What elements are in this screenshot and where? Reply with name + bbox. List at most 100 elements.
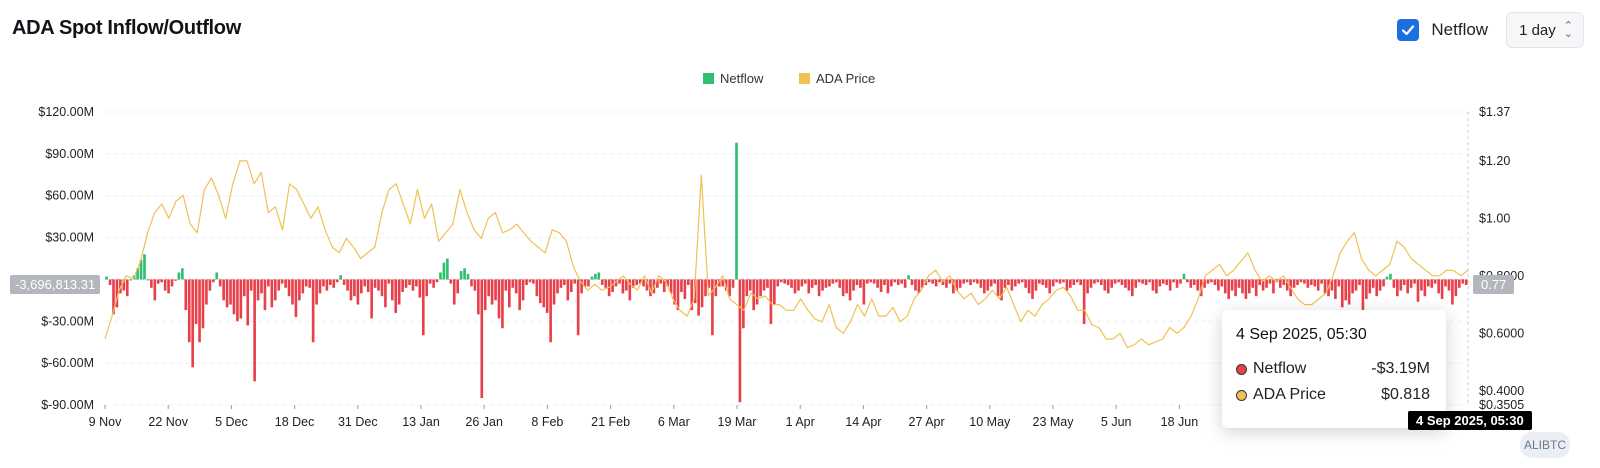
- netflow-bar: [938, 279, 941, 283]
- netflow-bar: [621, 279, 625, 294]
- netflow-bar: [236, 279, 239, 322]
- netflow-bar: [163, 279, 167, 291]
- netflow-checkbox[interactable]: [1397, 19, 1420, 41]
- chart-title: ADA Spot Inflow/Outflow: [12, 17, 241, 39]
- netflow-bar: [177, 272, 181, 280]
- netflow-bar: [1144, 279, 1148, 286]
- netflow-bar: [463, 268, 466, 280]
- netflow-bar: [1420, 279, 1423, 291]
- netflow-bar: [865, 279, 869, 284]
- x-tick-label: 5 Jun: [1101, 415, 1132, 429]
- netflow-bar: [263, 279, 267, 311]
- netflow-bar: [969, 279, 972, 286]
- netflow-bar: [160, 279, 164, 283]
- legend-swatch: [799, 73, 810, 84]
- netflow-bar: [1106, 279, 1110, 294]
- y-left-tick-label: $120.00M: [38, 105, 94, 119]
- netflow-bar: [518, 279, 521, 311]
- netflow-bar: [724, 279, 728, 291]
- x-tick-label: 31 Dec: [338, 415, 378, 429]
- netflow-bar: [635, 279, 638, 286]
- netflow-bar: [1192, 279, 1196, 286]
- interval-select[interactable]: 1 day ⌃ ⌄: [1506, 12, 1584, 48]
- netflow-bar: [167, 279, 170, 294]
- netflow-bar: [373, 279, 377, 288]
- netflow-bar: [218, 279, 222, 287]
- netflow-bar: [600, 279, 604, 286]
- netflow-bar: [697, 279, 700, 316]
- netflow-bar: [181, 268, 184, 280]
- price-line: [104, 160, 1469, 349]
- y-left-tick-label: $-60.00M: [41, 356, 94, 370]
- netflow-bar: [490, 279, 494, 305]
- netflow-bar: [301, 279, 305, 294]
- netflow-bar: [308, 279, 312, 288]
- netflow-bar: [735, 142, 738, 280]
- netflow-bar: [394, 279, 398, 313]
- netflow-bar: [494, 279, 497, 301]
- netflow-bar: [339, 275, 342, 280]
- netflow-bar: [446, 258, 449, 280]
- netflow-bar: [573, 279, 577, 284]
- netflow-bar: [1382, 279, 1385, 287]
- netflow-bar: [353, 279, 356, 297]
- tooltip-label: ADA Price: [1253, 386, 1326, 403]
- netflow-bar: [1447, 279, 1451, 291]
- netflow-bar: [934, 279, 938, 287]
- netflow-bar: [1444, 279, 1447, 287]
- x-tick-label: 1 Apr: [786, 415, 815, 429]
- netflow-bar: [1303, 279, 1306, 284]
- netflow-bar: [1203, 279, 1206, 288]
- crosshair-left-value: -3,696,813.31: [10, 275, 101, 294]
- netflow-bar: [1416, 279, 1420, 302]
- netflow-bar: [1141, 279, 1144, 284]
- netflow-bar: [191, 279, 194, 368]
- netflow-bar: [545, 279, 549, 313]
- netflow-bar: [690, 279, 694, 311]
- netflow-bar: [766, 279, 769, 288]
- x-tick-label: 18 Jun: [1161, 415, 1199, 429]
- netflow-bar: [1365, 279, 1368, 299]
- tooltip-dot-netflow: [1236, 363, 1247, 375]
- netflow-bar: [759, 279, 762, 297]
- netflow-bar: [325, 279, 329, 291]
- netflow-bar: [1248, 279, 1251, 294]
- netflow-bar: [153, 279, 157, 301]
- netflow-bar: [1354, 279, 1358, 291]
- netflow-bar: [862, 279, 866, 305]
- netflow-bar: [1285, 279, 1289, 291]
- netflow-bar: [329, 279, 332, 286]
- netflow-bar: [150, 279, 153, 288]
- netflow-bar: [201, 279, 205, 329]
- netflow-bar: [528, 279, 532, 283]
- netflow-bar: [1093, 279, 1096, 284]
- netflow-bar: [256, 279, 260, 301]
- netflow-bar: [415, 279, 418, 287]
- netflow-bar: [1344, 279, 1348, 301]
- netflow-bar: [1385, 276, 1389, 280]
- netflow-bar: [428, 279, 432, 284]
- y-right-tick-label: $0.3505: [1479, 398, 1524, 412]
- netflow-bar: [955, 279, 959, 291]
- netflow-bar: [356, 279, 360, 305]
- netflow-bar: [1230, 279, 1234, 291]
- netflow-bar: [728, 279, 731, 297]
- netflow-bar: [583, 279, 587, 287]
- netflow-bar: [129, 279, 133, 281]
- netflow-bar: [1423, 279, 1427, 297]
- y-right-tick-label: $1.20: [1479, 154, 1510, 168]
- netflow-bar: [914, 279, 917, 291]
- netflow-bar: [119, 279, 122, 294]
- tooltip-value: -$3.19M: [1371, 360, 1430, 377]
- netflow-bar: [618, 279, 621, 284]
- netflow-bar: [838, 279, 842, 288]
- netflow-checkbox-label[interactable]: Netflow: [1431, 20, 1489, 39]
- netflow-bar: [1234, 279, 1237, 297]
- netflow-bar: [277, 279, 281, 291]
- netflow-bar: [793, 279, 797, 294]
- y-left-tick-label: $60.00M: [45, 189, 94, 203]
- netflow-bar: [1223, 279, 1227, 294]
- netflow-bar: [673, 279, 676, 305]
- netflow-bar: [1378, 279, 1382, 291]
- x-tick-label: 22 Nov: [148, 415, 188, 429]
